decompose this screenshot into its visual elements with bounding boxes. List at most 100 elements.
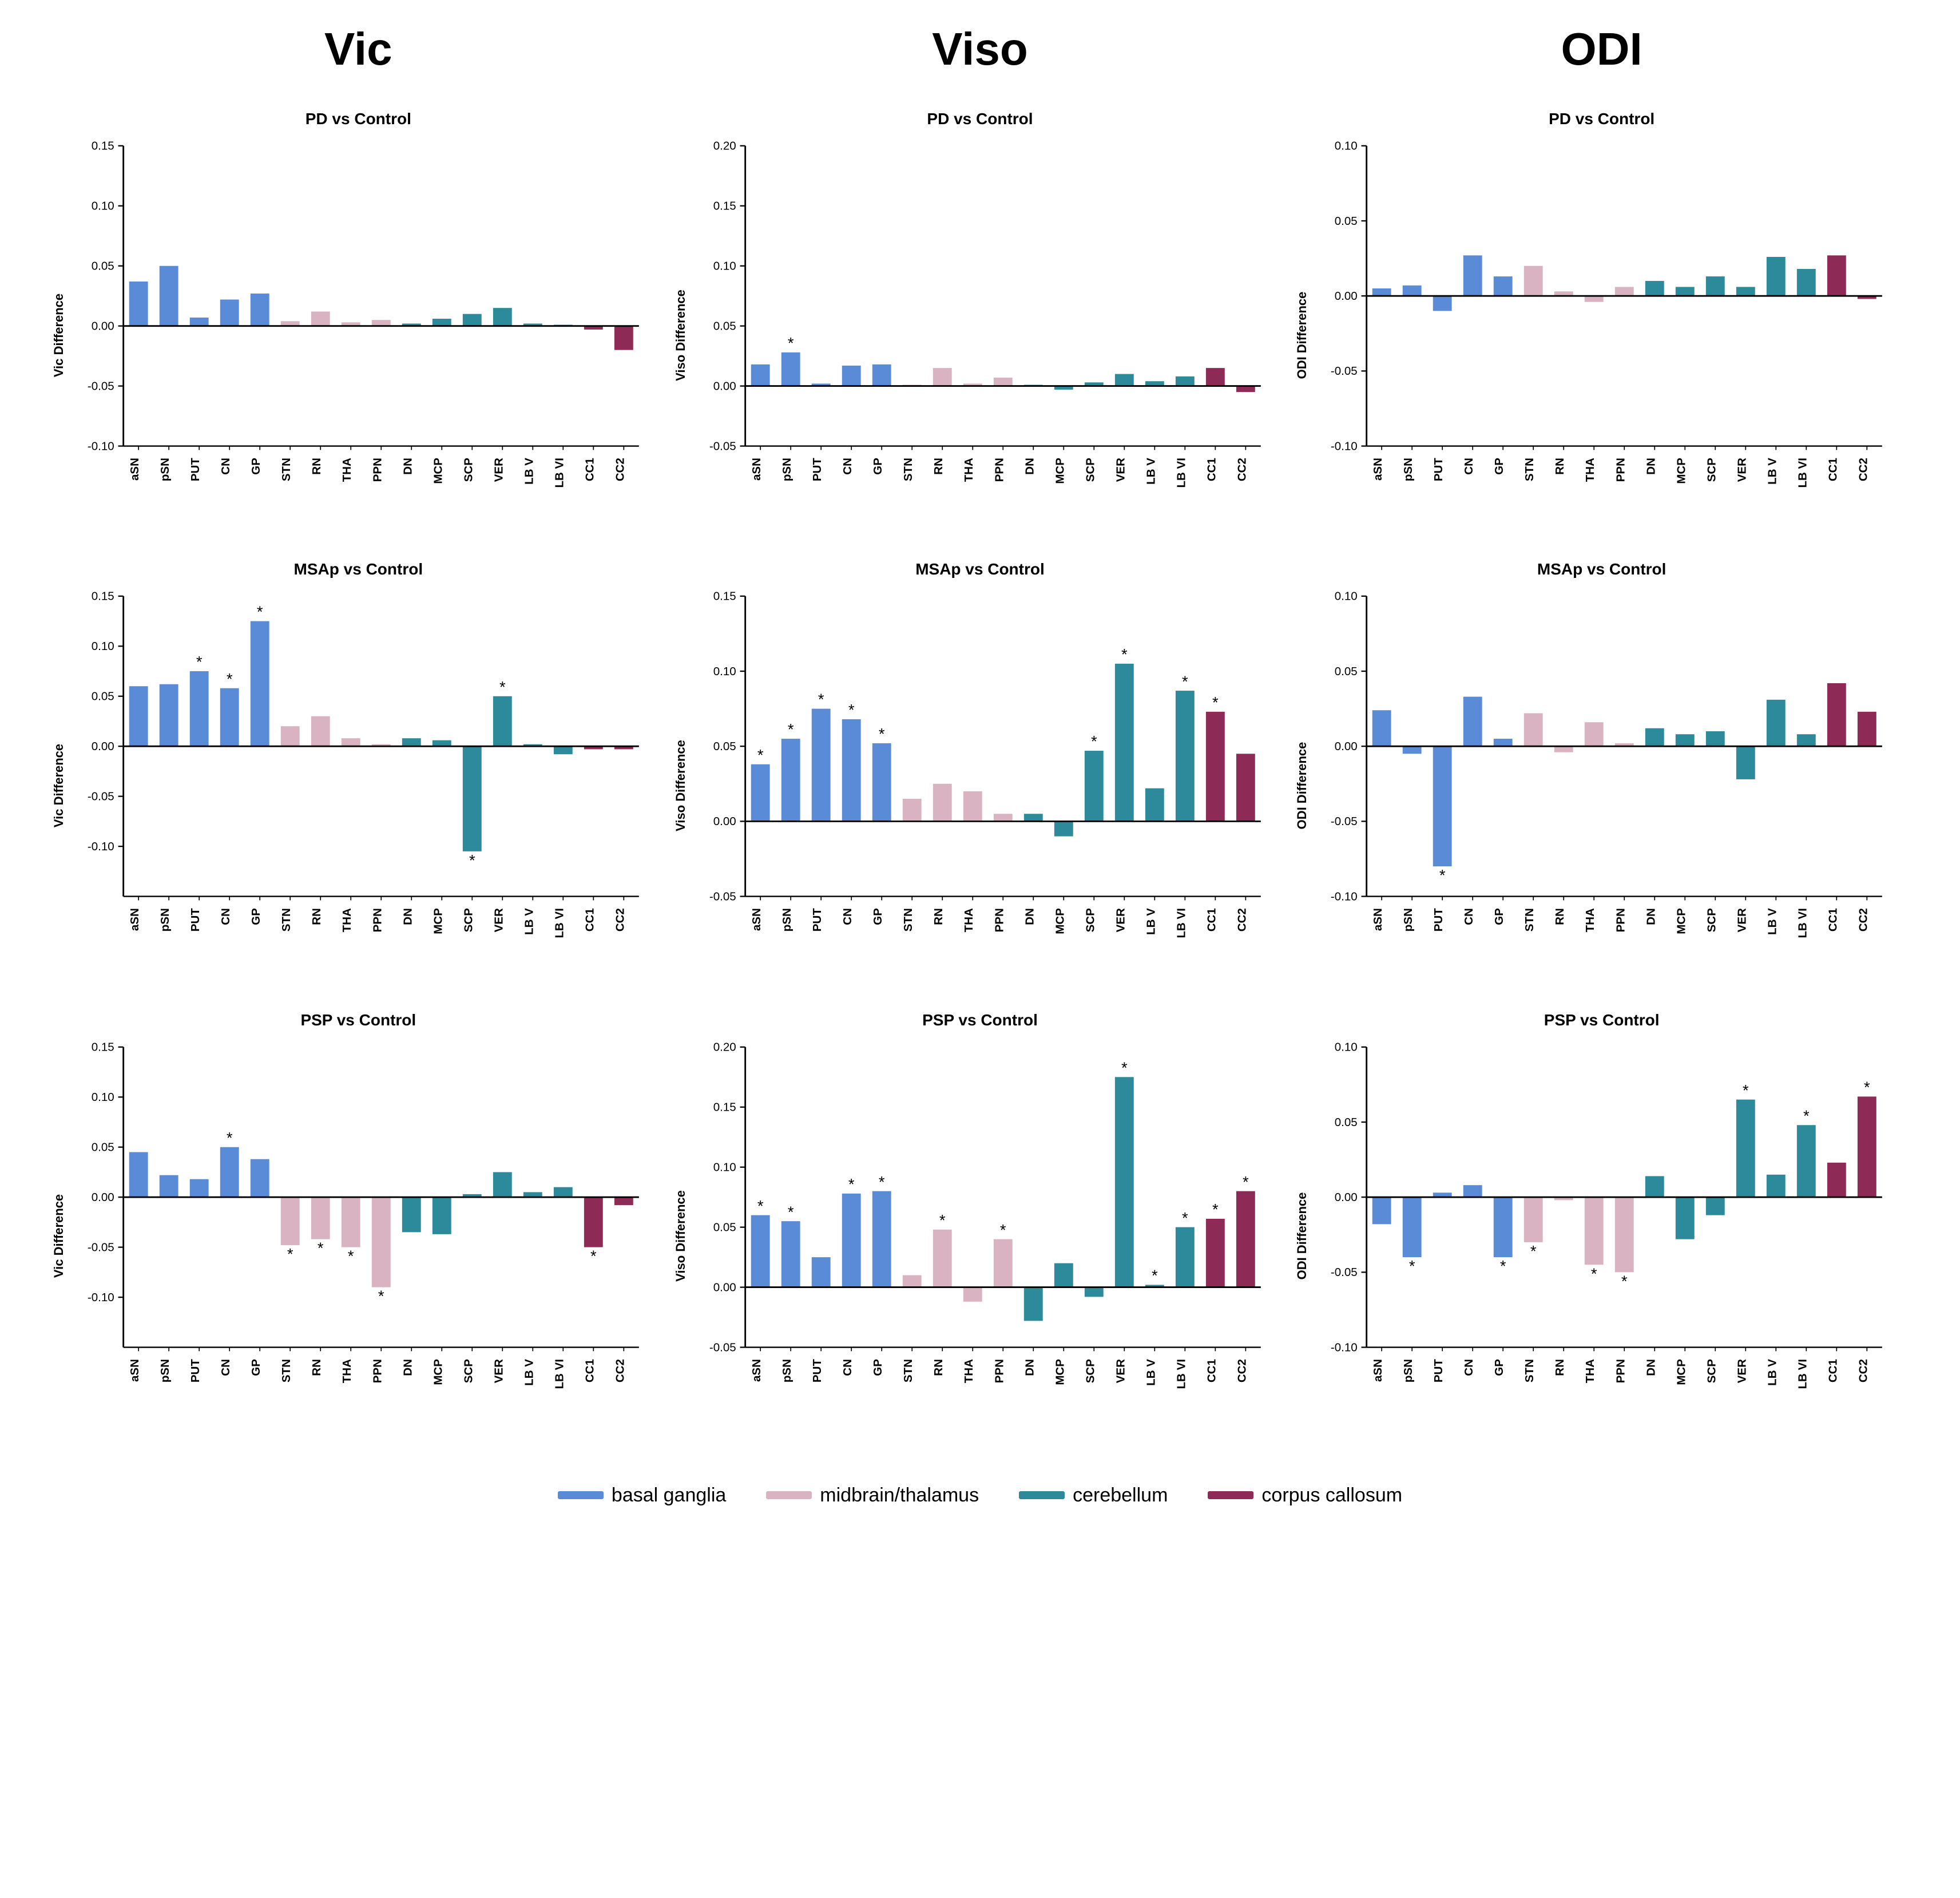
x-tick-label: MCP bbox=[1053, 1359, 1066, 1385]
x-tick-label: PUT bbox=[189, 1358, 202, 1382]
x-tick-label: CN bbox=[1463, 1359, 1476, 1376]
chart-body: Vic Difference-0.10-0.050.000.050.100.15… bbox=[65, 133, 652, 537]
chart-panel: MSAp vs ControlVic Difference-0.10-0.050… bbox=[65, 560, 652, 988]
bar bbox=[372, 320, 391, 326]
chart-title: PSP vs Control bbox=[300, 1011, 416, 1029]
x-tick-label: GP bbox=[871, 1359, 884, 1376]
chart-panel: MSAp vs ControlODI Difference-0.10-0.050… bbox=[1308, 560, 1895, 988]
x-tick-label: VER bbox=[1736, 458, 1749, 482]
bar bbox=[1054, 1263, 1073, 1287]
y-tick-label: 0.05 bbox=[713, 740, 736, 753]
bar bbox=[1145, 788, 1164, 822]
significance-star: * bbox=[788, 720, 794, 738]
chart-panel: PSP vs ControlViso Difference-0.050.000.… bbox=[687, 1011, 1274, 1439]
significance-star: * bbox=[939, 1211, 946, 1229]
bar bbox=[842, 719, 860, 821]
significance-star: * bbox=[1121, 1059, 1128, 1076]
x-tick-label: RN bbox=[932, 458, 945, 475]
x-tick-label: PPN bbox=[993, 458, 1006, 482]
bar bbox=[1858, 712, 1876, 746]
bar bbox=[281, 726, 300, 746]
bar bbox=[342, 1197, 360, 1247]
x-tick-label: LB V bbox=[1144, 1358, 1157, 1385]
bar bbox=[554, 1187, 573, 1196]
x-tick-label: CN bbox=[841, 1359, 854, 1376]
bar bbox=[1676, 1197, 1695, 1239]
significance-star: * bbox=[227, 670, 233, 688]
bar bbox=[1236, 386, 1255, 392]
x-tick-label: LB VI bbox=[553, 458, 566, 488]
chart-title: MSAp vs Control bbox=[1537, 560, 1667, 578]
y-axis-label: Viso Difference bbox=[673, 1190, 688, 1282]
x-tick-label: SCP bbox=[1705, 458, 1719, 482]
significance-star: * bbox=[1743, 1081, 1749, 1099]
x-tick-label: THA bbox=[340, 458, 354, 482]
bar bbox=[402, 738, 421, 746]
bar bbox=[751, 764, 769, 822]
bar bbox=[220, 299, 239, 326]
bar bbox=[614, 1197, 633, 1205]
y-tick-label: 0.00 bbox=[713, 379, 736, 393]
bar bbox=[1206, 1218, 1225, 1287]
chart-panel: PD vs ControlVic Difference-0.10-0.050.0… bbox=[65, 110, 652, 537]
bar bbox=[251, 1159, 269, 1196]
y-tick-label: -0.05 bbox=[709, 890, 736, 904]
significance-star: * bbox=[318, 1239, 324, 1257]
bar bbox=[1206, 368, 1225, 386]
bar bbox=[1827, 255, 1846, 296]
x-tick-label: LB VI bbox=[1796, 1359, 1810, 1389]
bar bbox=[463, 314, 482, 326]
x-tick-label: STN bbox=[1523, 908, 1537, 932]
x-tick-label: SCP bbox=[462, 1359, 475, 1383]
bar bbox=[1372, 288, 1391, 296]
x-tick-label: aSN bbox=[1372, 458, 1385, 481]
significance-star: * bbox=[1864, 1078, 1870, 1096]
y-tick-label: 0.05 bbox=[1335, 665, 1358, 678]
bar bbox=[160, 684, 178, 746]
bar bbox=[811, 709, 830, 822]
x-tick-label: SCP bbox=[1084, 458, 1097, 482]
legend: basal gangliamidbrain/thalamuscerebellum… bbox=[65, 1484, 1895, 1507]
x-tick-label: aSN bbox=[128, 458, 141, 481]
chart-panel: PSP vs ControlODI Difference-0.10-0.050.… bbox=[1308, 1011, 1895, 1439]
bar bbox=[902, 799, 921, 821]
y-tick-label: 0.15 bbox=[92, 1040, 114, 1053]
chart-panel: PD vs ControlODI Difference-0.10-0.050.0… bbox=[1308, 110, 1895, 537]
bar bbox=[342, 738, 360, 746]
x-tick-label: CC1 bbox=[1205, 908, 1218, 932]
y-tick-label: 0.00 bbox=[92, 319, 114, 332]
bar bbox=[902, 1275, 921, 1287]
x-tick-label: DN bbox=[1645, 908, 1658, 925]
significance-star: * bbox=[1530, 1242, 1537, 1259]
bar bbox=[1524, 1197, 1543, 1242]
x-tick-label: SCP bbox=[462, 458, 475, 482]
y-tick-label: -0.10 bbox=[1331, 890, 1358, 904]
x-tick-label: PPN bbox=[993, 1359, 1006, 1383]
x-tick-label: CC2 bbox=[1857, 1359, 1870, 1382]
x-tick-label: RN bbox=[1554, 1359, 1567, 1376]
x-tick-label: aSN bbox=[128, 1359, 141, 1382]
bar bbox=[1767, 1174, 1786, 1196]
x-tick-label: PPN bbox=[371, 458, 384, 482]
bar bbox=[220, 1147, 239, 1196]
x-tick-label: GP bbox=[249, 908, 263, 925]
x-tick-label: VER bbox=[1114, 908, 1127, 932]
y-tick-label: -0.05 bbox=[709, 1341, 736, 1354]
bar bbox=[1085, 751, 1104, 821]
x-tick-label: MCP bbox=[1675, 458, 1688, 484]
x-tick-label: PPN bbox=[993, 908, 1006, 932]
x-tick-label: DN bbox=[401, 908, 414, 925]
x-tick-label: THA bbox=[1584, 908, 1597, 932]
x-tick-label: PUT bbox=[811, 908, 824, 932]
x-tick-label: GP bbox=[1493, 1359, 1506, 1376]
chart-title: PSP vs Control bbox=[1544, 1011, 1660, 1029]
y-axis-label: Viso Difference bbox=[673, 740, 688, 831]
x-tick-label: pSN bbox=[780, 1359, 793, 1382]
significance-star: * bbox=[879, 1172, 885, 1190]
x-tick-label: PPN bbox=[1614, 458, 1628, 482]
significance-star: * bbox=[348, 1247, 354, 1265]
x-tick-label: LB VI bbox=[1175, 458, 1188, 488]
x-tick-label: CC2 bbox=[1857, 458, 1870, 481]
y-tick-label: 0.05 bbox=[713, 319, 736, 332]
bar bbox=[1706, 276, 1725, 296]
